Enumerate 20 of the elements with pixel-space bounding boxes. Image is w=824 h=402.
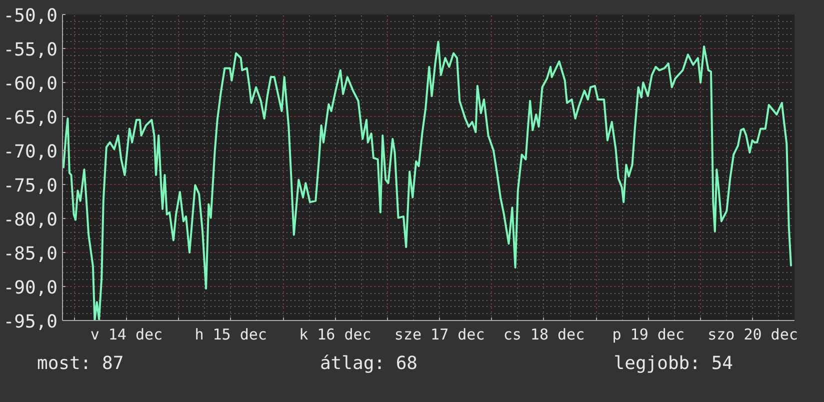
- text: most: 87: [37, 352, 124, 376]
- y-tick-label: -80,0: [3, 210, 58, 230]
- y-tick-label: -55,0: [3, 40, 58, 60]
- y-tick-label: -70,0: [3, 142, 58, 162]
- y-tick-label: -60,0: [3, 74, 58, 94]
- text: átlag: 68: [320, 352, 418, 376]
- y-tick-label: -95,0: [3, 312, 58, 332]
- x-tick-label: szo 20 dec: [708, 326, 798, 344]
- text: legjobb: 54: [614, 352, 733, 376]
- x-tick-label: sze 17 dec: [394, 326, 485, 344]
- y-tick-label: -85,0: [3, 244, 58, 264]
- y-tick-label: -90,0: [3, 278, 58, 298]
- y-tick-label: -75,0: [3, 176, 58, 196]
- x-tick-label: v 14 dec: [90, 326, 163, 344]
- x-tick-label: cs 18 dec: [503, 326, 585, 344]
- y-tick-label: -50,0: [3, 6, 58, 26]
- y-tick-label: -65,0: [3, 108, 58, 128]
- x-tick-label: p 19 dec: [612, 326, 684, 344]
- x-tick-label: h 15 dec: [194, 326, 267, 344]
- x-tick-label: k 16 dec: [299, 326, 372, 344]
